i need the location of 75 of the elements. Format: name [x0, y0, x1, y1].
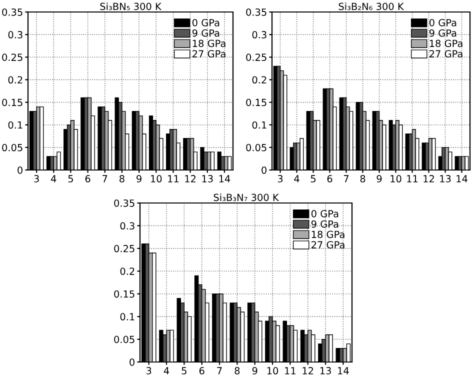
- x-tick-label: 3: [146, 367, 152, 374]
- x-tick-label: 4: [294, 175, 300, 182]
- y-tick-label: 0.3: [8, 31, 22, 38]
- y-tick-label: 0.35: [114, 199, 134, 207]
- legend-label: 0 GPa: [192, 18, 220, 26]
- y-tick-label: 0: [262, 166, 266, 174]
- y-tick-label: 0.2: [8, 76, 22, 84]
- chart-title: Si₃BN₅ 300 K: [100, 2, 162, 10]
- legend-label: 18 GPa: [430, 40, 462, 48]
- legend-label: 9 GPa: [311, 220, 338, 228]
- y-tick-label: 0.1: [252, 121, 266, 129]
- x-tick-label: 11: [168, 175, 178, 182]
- x-tick-label: 10: [267, 367, 278, 374]
- x-tick-label: 9: [376, 175, 382, 182]
- y-tick-label: 0.25: [246, 54, 266, 61]
- x-tick-label: 12: [424, 175, 434, 182]
- y-tick-label: 0.35: [246, 8, 266, 16]
- chart-title: Si₃B₃N₇ 300 K: [214, 194, 280, 202]
- x-tick-label: 13: [202, 175, 213, 182]
- y-tick-label: 0.05: [246, 144, 266, 152]
- y-tick-label: 0.25: [114, 244, 134, 252]
- x-tick-label: 13: [440, 175, 451, 182]
- x-tick-label: 14: [338, 367, 349, 374]
- x-tick-label: 13: [320, 367, 331, 374]
- x-tick-label: 10: [390, 175, 402, 182]
- legend-label: 18 GPa: [312, 230, 344, 238]
- x-tick-label: 8: [234, 367, 240, 374]
- x-tick-label: 6: [85, 175, 90, 182]
- legend-label: 9 GPa: [192, 29, 220, 37]
- x-tick-label: 14: [219, 175, 230, 182]
- x-tick-label: 7: [102, 175, 108, 182]
- x-tick-label: 7: [344, 175, 349, 182]
- x-tick-label: 4: [164, 367, 170, 374]
- y-tick-label: 0.35: [2, 8, 22, 16]
- x-tick-label: 8: [360, 175, 366, 182]
- y-tick-label: 0.15: [114, 290, 134, 298]
- x-tick-label: 4: [51, 175, 56, 182]
- x-tick-label: 11: [285, 367, 296, 374]
- legend-label: 0 GPa: [311, 210, 338, 218]
- y-tick-label: 0.3: [120, 222, 134, 230]
- legend-label: 18 GPa: [192, 40, 226, 48]
- y-tick-label: 0: [130, 358, 134, 366]
- y-tick-label: 0.25: [2, 54, 22, 61]
- x-tick-label: 7: [217, 367, 222, 374]
- x-tick-label: 5: [182, 367, 186, 374]
- y-tick-label: 0.3: [252, 31, 266, 38]
- x-tick-label: 12: [302, 367, 314, 374]
- x-tick-label: 12: [185, 175, 196, 182]
- legend-label: 0 GPa: [429, 18, 456, 26]
- chart-title: Si₃B₂N₆ 300 K: [338, 2, 404, 10]
- y-tick-label: 0.15: [2, 98, 22, 106]
- x-tick-label: 5: [68, 175, 73, 182]
- x-tick-label: 11: [407, 175, 418, 182]
- y-tick-label: 0.2: [252, 76, 266, 84]
- x-tick-label: 8: [120, 175, 124, 182]
- x-tick-label: 6: [199, 367, 204, 374]
- x-tick-label: 5: [310, 175, 316, 182]
- y-tick-label: 0.1: [120, 313, 134, 320]
- y-tick-label: 0.1: [8, 121, 22, 129]
- y-tick-label: 0.15: [246, 98, 266, 106]
- x-tick-label: 6: [327, 175, 332, 182]
- y-tick-label: 0: [18, 166, 22, 174]
- legend-label: 9 GPa: [429, 29, 456, 37]
- x-tick-label: 3: [34, 175, 39, 182]
- y-tick-label: 0.2: [120, 268, 134, 275]
- legend-label: 27 GPa: [430, 50, 462, 58]
- legend-label: 27 GPa: [312, 241, 344, 248]
- x-tick-label: 9: [252, 367, 258, 374]
- y-tick-label: 0.05: [114, 336, 134, 344]
- x-tick-label: 10: [151, 175, 162, 182]
- legend-label: 27 GPa: [192, 50, 226, 58]
- x-tick-label: 9: [136, 175, 142, 182]
- x-tick-label: 3: [278, 175, 283, 182]
- x-tick-label: 14: [456, 175, 468, 182]
- y-tick-label: 0.05: [2, 144, 22, 152]
